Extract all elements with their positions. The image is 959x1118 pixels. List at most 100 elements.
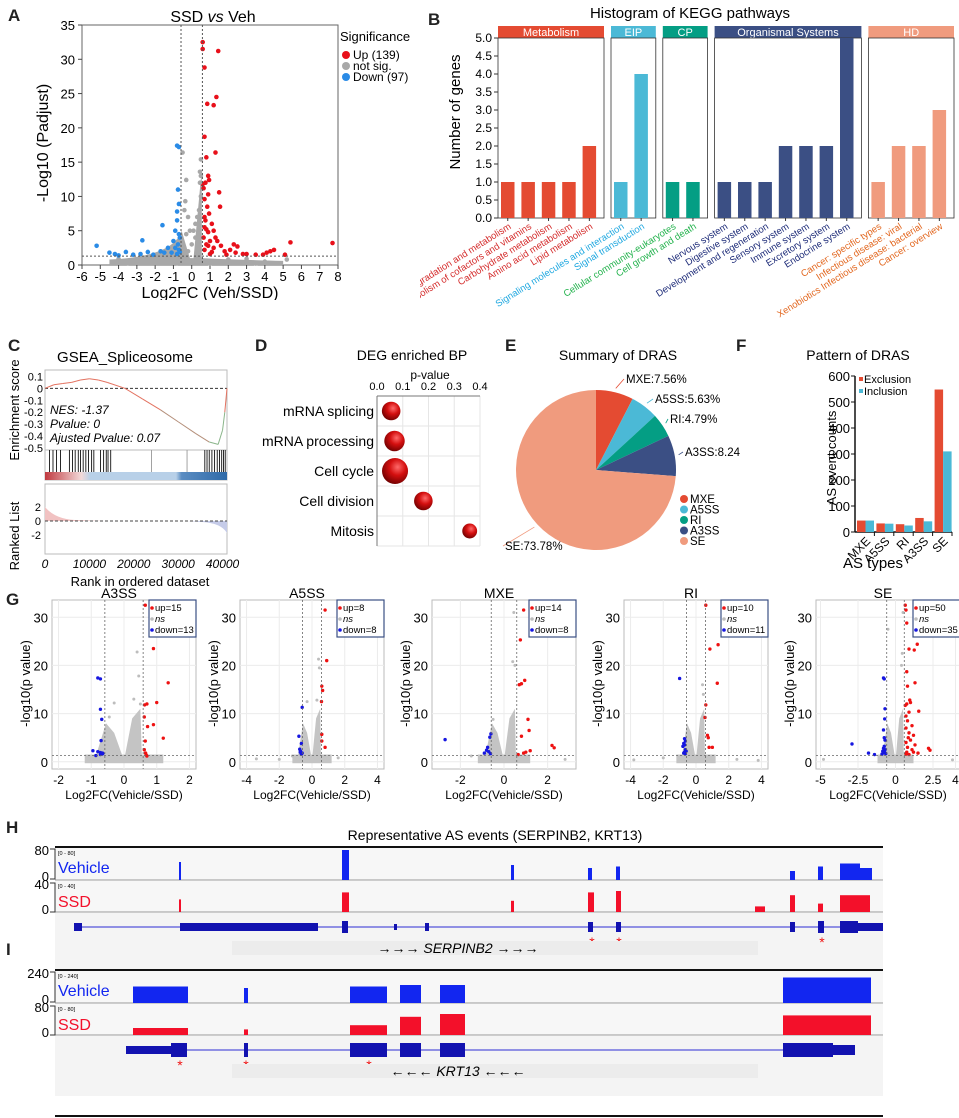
- point-ns: [491, 717, 495, 721]
- axis-bracket: [50, 971, 56, 1003]
- panel-label-f: F: [736, 336, 747, 355]
- legend-label: up=10: [727, 603, 754, 614]
- panel-label-d: D: [255, 336, 268, 355]
- y-tick-label: 1.5: [475, 157, 492, 171]
- vehicle-coverage-peak: [133, 986, 188, 1003]
- y-tick-label: 10: [414, 707, 428, 722]
- point-up: [227, 247, 233, 253]
- point-notsig: [130, 257, 136, 263]
- legend-box: [528, 599, 577, 638]
- rank-frame: [44, 483, 228, 555]
- point-up: [528, 748, 532, 753]
- point-down: [94, 753, 98, 758]
- point-up: [271, 247, 277, 253]
- point-ns: [317, 657, 321, 661]
- y-tick-label: 5: [68, 224, 75, 239]
- point-up: [905, 621, 909, 625]
- gene-label-bg: [232, 1064, 758, 1078]
- vehicle-coverage-peak: [818, 866, 823, 880]
- strand-arrows: ←←←: [480, 1063, 526, 1079]
- es-curve-segment: [224, 388, 228, 413]
- point-up: [204, 155, 209, 160]
- x-axis-label: Log2FC(Vehicle/SSD): [637, 788, 754, 802]
- ssd-coverage-peak: [790, 895, 795, 912]
- significance-star: *: [177, 1057, 183, 1073]
- point-up: [216, 190, 222, 195]
- group-header-4: [868, 26, 954, 38]
- genome-tracks: Representative AS events (SERPINB2, KRT1…: [27, 827, 883, 1117]
- y-tick-label: 10: [798, 707, 812, 722]
- chart-b-title: Histogram of KEGG pathways: [590, 5, 790, 22]
- y-tick-label: 500: [828, 395, 850, 410]
- point-down: [98, 677, 103, 681]
- panel-label-h: H: [6, 818, 19, 837]
- point-up: [905, 745, 910, 750]
- exon: [74, 923, 82, 931]
- kegg-histogram-b: Histogram of KEGG pathways Number of gen…: [420, 5, 955, 328]
- point-down: [116, 253, 121, 258]
- point-ns: [107, 715, 111, 719]
- ssd-coverage-peak: [179, 899, 181, 912]
- legend-label: MXE: [690, 494, 715, 506]
- x-tick-label: -6: [76, 269, 88, 284]
- point-up: [912, 648, 916, 652]
- point-notsig: [262, 259, 268, 264]
- legend-label: SE: [690, 536, 706, 548]
- x-axis-label: Log2FC(Vehicle/SSD): [445, 788, 562, 802]
- point-down: [175, 242, 181, 247]
- axis-min-vehicle: 0: [42, 992, 49, 1007]
- x-tick-label: 4: [261, 269, 268, 284]
- x-tick-label: 1: [206, 269, 213, 284]
- exon: [616, 922, 621, 932]
- x-tick-label: 0: [188, 269, 195, 284]
- bar: [799, 146, 813, 218]
- ns-density: [484, 708, 516, 761]
- bar-inclusion: [884, 523, 894, 532]
- y-axis-label: -log10(p value): [782, 640, 797, 727]
- legend-label: ns: [919, 614, 929, 625]
- x-axis-label: Log2FC(Vehicle/SSD): [253, 788, 370, 802]
- point-notsig: [196, 207, 202, 213]
- point-ns: [290, 754, 294, 758]
- y-tick-label: 10: [222, 707, 236, 722]
- point-down: [158, 248, 163, 254]
- es-tick-label: 0.1: [28, 371, 43, 383]
- point-ns: [135, 650, 139, 654]
- gene-name: SERPINB2: [423, 940, 492, 956]
- point-up: [142, 703, 147, 707]
- y-tick-label: 2.0: [475, 139, 492, 153]
- tracks-title: Representative AS events (SERPINB2, KRT1…: [348, 827, 643, 843]
- point-up: [211, 228, 216, 234]
- point-down: [160, 222, 165, 228]
- legend-marker: [722, 606, 726, 610]
- bar: [582, 146, 597, 218]
- chart-c-title: GSEA_Spliceosome: [57, 349, 193, 366]
- x-tick-label: 0.0: [369, 381, 384, 393]
- x-tick-label: 2: [725, 773, 732, 787]
- y-tick-label: 20: [798, 658, 812, 673]
- ssd-track-bg: [55, 1004, 883, 1035]
- x-tick-label: -2: [53, 773, 64, 787]
- point-up: [911, 733, 916, 737]
- bubble-plot-d: DEG enriched BP p-value 0.0 0.1 0.2 0.3 0.4 m…: [262, 347, 488, 547]
- panel-title: MXE: [484, 588, 514, 601]
- point-down: [99, 738, 103, 743]
- legend-marker: [680, 516, 688, 524]
- point-up: [244, 251, 249, 257]
- volcano-panel-ri: RI 0 10 20 30 -4 -2 0 2 4 Log2FC(Vehicle/SSD) -log1…: [590, 588, 769, 802]
- panel-title: A5SS: [289, 588, 325, 601]
- legend-marker: [530, 617, 534, 621]
- x-tick-label: -2: [658, 773, 669, 787]
- point-notsig: [197, 169, 203, 175]
- point-down: [175, 187, 181, 192]
- bar-exclusion: [915, 517, 924, 532]
- point-up: [166, 681, 170, 685]
- point-down: [172, 228, 178, 234]
- x-tick-label: 5: [280, 269, 287, 284]
- y-tick-label: 15: [61, 155, 75, 170]
- bar: [778, 146, 793, 218]
- chart-c-ylabel-es: Enrichment score: [7, 359, 22, 460]
- point-up: [205, 192, 211, 197]
- y-tick-label: 3.5: [475, 85, 492, 99]
- point-up: [215, 48, 221, 54]
